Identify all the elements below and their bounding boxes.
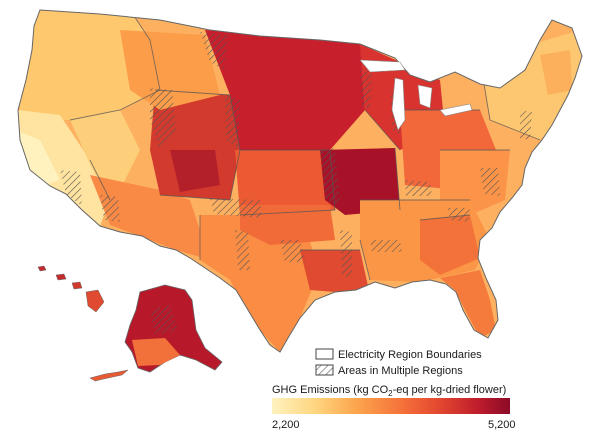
hatch-area xyxy=(150,88,176,150)
hawaii-island-2 xyxy=(55,273,67,281)
hatch-area xyxy=(320,148,340,205)
hawaii-island-1 xyxy=(37,265,47,272)
multi-region-legend-label: Areas in Multiple Regions xyxy=(338,365,463,377)
alaska xyxy=(89,284,223,382)
color-scale-bar xyxy=(272,398,510,414)
hawaii-island-4 xyxy=(85,289,105,313)
region-rocky-core xyxy=(170,150,220,192)
hatch-area xyxy=(480,168,500,196)
alaska-islands xyxy=(89,369,129,382)
multi-region-legend-swatch xyxy=(315,364,334,376)
region-california xyxy=(18,110,110,226)
alaska-hatch xyxy=(150,305,178,335)
region-nevada xyxy=(70,110,140,190)
hatch-area xyxy=(210,198,262,218)
region-georgia xyxy=(420,215,480,275)
hawaii-island-3 xyxy=(71,281,83,290)
lake-superior xyxy=(359,59,406,73)
legend: Electricity Region Boundaries Areas in M… xyxy=(272,348,516,431)
hatch-area xyxy=(280,240,305,262)
region-southwest xyxy=(90,175,210,260)
great-lakes-water xyxy=(359,59,473,131)
region-midwest-core xyxy=(320,148,400,215)
hatch-area xyxy=(225,95,240,148)
hatch-area xyxy=(520,110,532,140)
region-oklahoma xyxy=(240,205,335,245)
region-gulf-coast xyxy=(300,250,370,295)
hatch-area xyxy=(370,240,402,252)
boundary-legend-swatch xyxy=(315,348,334,360)
region-idaho xyxy=(120,30,220,110)
boundary-legend-label: Electricity Region Boundaries xyxy=(338,349,482,361)
region-new-england-inner xyxy=(540,50,572,95)
lake-michigan xyxy=(391,77,406,131)
hatch-area xyxy=(200,32,228,70)
scale-min-label: 2,200 xyxy=(272,419,300,431)
hatch-area xyxy=(340,230,352,278)
hatch-area xyxy=(60,170,82,206)
hatch-area xyxy=(405,180,432,196)
region-florida xyxy=(440,270,496,338)
alaska-south xyxy=(132,338,180,366)
hatch-area xyxy=(448,208,470,222)
hatch-area xyxy=(360,70,372,110)
scale-max-label: 5,200 xyxy=(488,419,516,431)
hatch-area xyxy=(100,195,120,222)
region-california-coast xyxy=(18,130,60,185)
region-northern-plains xyxy=(205,30,365,150)
region-appalachia xyxy=(440,150,510,215)
hawaii xyxy=(37,265,105,313)
us-outline xyxy=(17,9,583,353)
region-central-plains xyxy=(235,150,335,215)
lake-huron xyxy=(417,84,433,109)
hatch-area xyxy=(235,230,250,270)
scale-title: GHG Emissions (kg CO2-eq per kg-dried fl… xyxy=(272,384,506,398)
lake-erie xyxy=(439,103,473,117)
